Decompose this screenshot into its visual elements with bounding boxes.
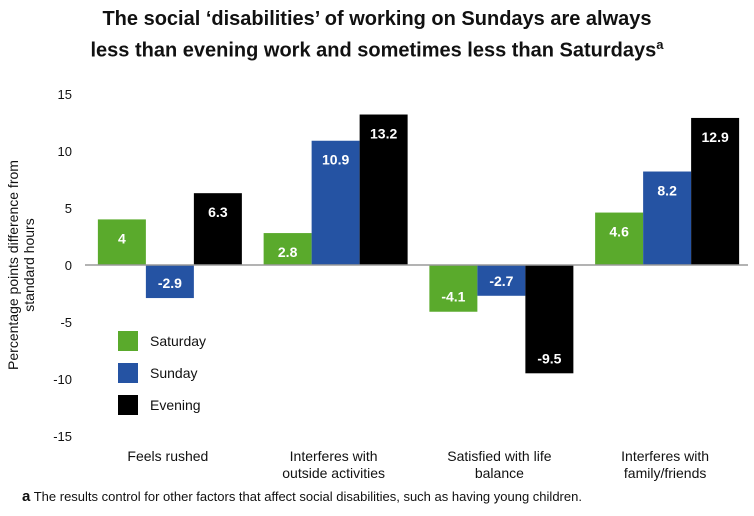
title-footnote-marker: a <box>656 37 664 52</box>
category-label-line: outside activities <box>282 465 385 481</box>
category-label: Satisfied with life balance <box>447 448 551 481</box>
y-axis-label-line: Percentage points difference from <box>5 160 21 370</box>
bar-sunday <box>643 171 692 265</box>
y-tick-label: 5 <box>65 201 72 216</box>
category-label-line: Feels rushed <box>127 448 208 464</box>
category-label: Interferes with family/friends <box>621 448 709 481</box>
bar-saturday <box>97 219 146 265</box>
data-label: 13.2 <box>370 126 397 142</box>
data-label: -2.7 <box>489 273 513 289</box>
y-axis-label: Percentage points difference fromstandar… <box>5 160 37 370</box>
legend-label-evening: Evening <box>150 397 201 413</box>
bar-saturday <box>429 265 478 312</box>
category-label-line: balance <box>475 465 524 481</box>
data-label: -2.9 <box>158 275 182 291</box>
category-label: Interferes with outside activities <box>282 448 385 481</box>
y-axis-label-line: standard hours <box>21 218 37 311</box>
bar-evening <box>525 265 574 374</box>
bar-evening <box>193 193 242 265</box>
bar-sunday <box>311 140 360 265</box>
category-label-line: Interferes with <box>621 448 709 464</box>
legend-swatch-sunday <box>118 363 138 383</box>
category-label: Feels rushed <box>127 448 208 464</box>
data-label: 6.3 <box>208 204 228 220</box>
y-tick-label: 10 <box>58 144 72 159</box>
category-label-line: Interferes with <box>290 448 378 464</box>
data-label: 2.8 <box>278 244 298 260</box>
footnote: a The results control for other factors … <box>22 488 582 505</box>
bar-sunday <box>477 265 526 296</box>
legend-label-sunday: Sunday <box>150 365 197 381</box>
data-label: 12.9 <box>702 129 729 145</box>
category-label-line: Satisfied with life <box>447 448 551 464</box>
data-label: -9.5 <box>537 350 561 366</box>
y-tick-label: -15 <box>53 429 72 444</box>
data-label: 8.2 <box>657 183 677 199</box>
bar-saturday <box>263 233 312 265</box>
category-label-line: family/friends <box>624 465 706 481</box>
chart-title: The social ‘disabilities’ of working on … <box>0 6 754 64</box>
data-label: 4 <box>118 230 126 246</box>
footnote-marker: a <box>22 488 31 505</box>
legend-label-saturday: Saturday <box>150 333 206 349</box>
bar-evening <box>691 117 740 265</box>
y-tick-label: 0 <box>65 258 72 273</box>
title-line-1: The social ‘disabilities’ of working on … <box>102 8 652 30</box>
data-label: 10.9 <box>322 152 349 168</box>
bar-sunday <box>145 265 194 299</box>
legend-swatch-evening <box>118 395 138 415</box>
bar-saturday <box>595 212 644 265</box>
bar-evening <box>359 114 408 266</box>
legend-swatch-saturday <box>118 331 138 351</box>
title-line-2: less than evening work and sometimes les… <box>0 32 754 64</box>
title-line-2-text: less than evening work and sometimes les… <box>90 39 657 62</box>
data-label: -4.1 <box>441 289 465 305</box>
y-tick-label: -10 <box>53 372 72 387</box>
y-tick-label: -5 <box>60 315 72 330</box>
y-tick-label: 15 <box>58 87 72 102</box>
footnote-text: The results control for other factors th… <box>33 489 582 504</box>
data-label: 4.6 <box>609 224 629 240</box>
